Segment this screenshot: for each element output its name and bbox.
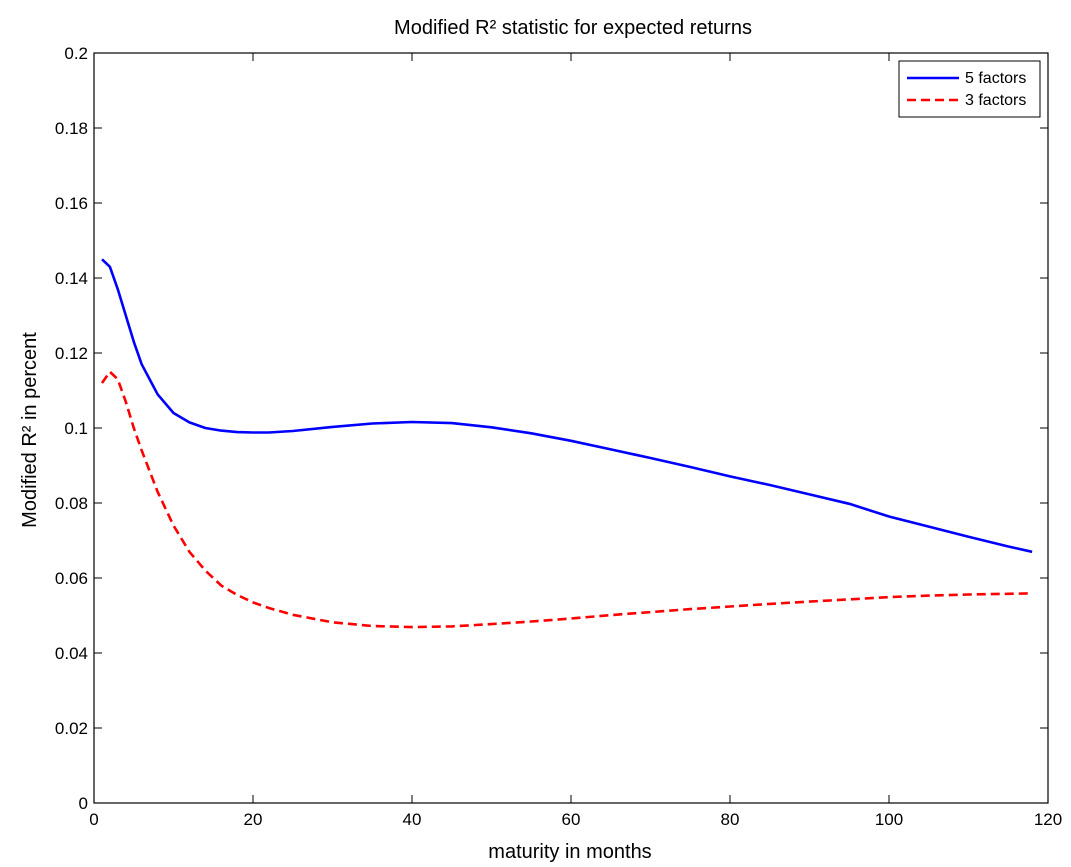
x-tick-label: 100 [875, 810, 903, 829]
y-tick-label: 0.16 [55, 194, 88, 213]
x-tick-label: 120 [1034, 810, 1062, 829]
y-tick-label: 0.18 [55, 119, 88, 138]
plot-area [93, 52, 1049, 804]
y-tick-label: 0.12 [55, 344, 88, 363]
legend: 5 factors 3 factors [898, 60, 1041, 118]
x-tick-label: 60 [562, 810, 581, 829]
y-axis-ticks: 0 0.02 0.04 0.06 0.08 0.1 0.12 0.14 0.16 0.18 0.2 [55, 44, 1048, 813]
y-tick-label: 0.1 [64, 419, 88, 438]
chart-title: Modified R² statistic for expected retur… [394, 17, 752, 39]
y-tick-label: 0.04 [55, 644, 88, 663]
y-tick-label: 0.08 [55, 494, 88, 513]
y-tick-label: 0.02 [55, 719, 88, 738]
y-tick-label: 0.2 [64, 44, 88, 63]
x-tick-label: 40 [403, 810, 422, 829]
series-lines [100, 258, 1033, 629]
x-tick-label: 20 [244, 810, 263, 829]
series-line-2 [100, 370, 1033, 629]
x-axis-label: maturity in months [488, 841, 651, 863]
x-axis-ticks: 0 20 40 60 80 100 120 [89, 53, 1062, 829]
legend-entry-2: 3 factors [965, 92, 1026, 109]
y-tick-label: 0.14 [55, 269, 88, 288]
plot-frame [93, 52, 1049, 804]
legend-entry-1: 5 factors [965, 70, 1026, 87]
x-tick-label: 80 [721, 810, 740, 829]
y-axis-label: Modified R² in percent [19, 332, 41, 528]
series-line-1 [101, 258, 1033, 554]
y-tick-label: 0 [79, 794, 88, 813]
legend-box [898, 60, 1041, 118]
y-tick-label: 0.06 [55, 569, 88, 588]
x-tick-label: 0 [89, 810, 98, 829]
